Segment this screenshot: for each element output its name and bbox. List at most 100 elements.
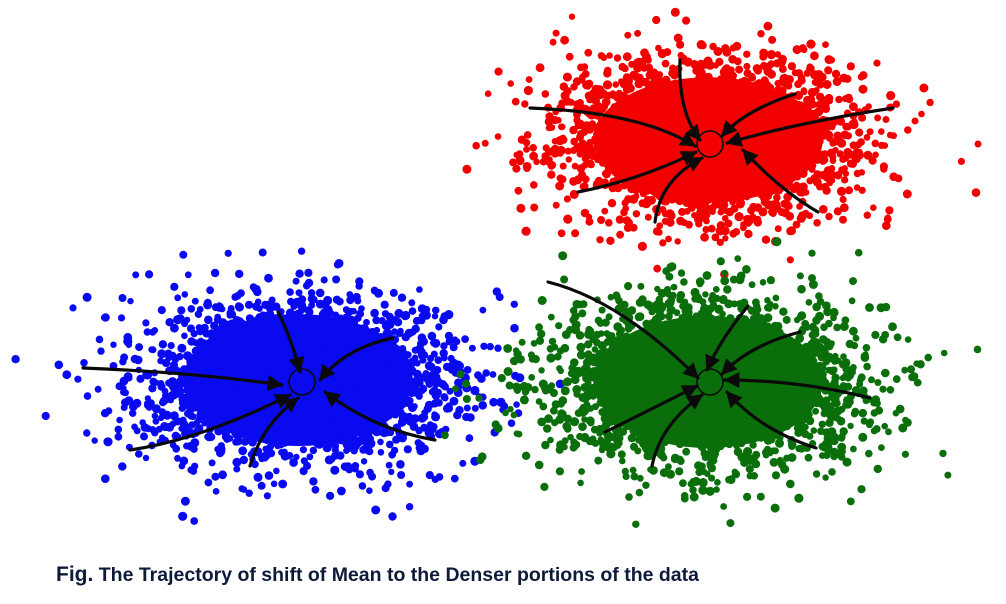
data-point bbox=[253, 472, 263, 482]
data-point bbox=[730, 183, 738, 191]
data-point bbox=[651, 136, 658, 143]
data-point bbox=[510, 300, 518, 308]
data-point bbox=[707, 224, 716, 233]
data-point bbox=[144, 400, 152, 408]
data-point bbox=[434, 388, 442, 397]
data-point bbox=[330, 441, 338, 449]
data-point bbox=[670, 283, 678, 291]
data-point bbox=[41, 411, 50, 421]
data-point bbox=[253, 329, 261, 337]
data-point bbox=[175, 314, 185, 324]
data-point bbox=[142, 454, 150, 462]
data-point bbox=[652, 79, 661, 88]
data-point bbox=[349, 342, 359, 351]
data-point bbox=[550, 144, 560, 154]
data-point bbox=[939, 449, 947, 458]
data-point bbox=[558, 123, 565, 131]
data-point bbox=[405, 416, 413, 424]
data-point bbox=[80, 359, 88, 367]
data-point bbox=[721, 165, 730, 174]
data-point bbox=[800, 88, 808, 96]
data-point bbox=[193, 360, 203, 370]
data-point bbox=[721, 207, 728, 214]
data-point bbox=[550, 116, 560, 125]
data-point bbox=[409, 383, 419, 392]
data-point bbox=[535, 323, 543, 332]
data-point bbox=[398, 417, 407, 427]
data-point bbox=[215, 302, 225, 312]
data-point bbox=[647, 85, 655, 92]
data-point bbox=[342, 341, 352, 351]
data-point bbox=[356, 428, 366, 437]
data-point bbox=[745, 122, 753, 130]
data-point bbox=[802, 189, 810, 196]
data-point bbox=[544, 414, 553, 424]
data-point bbox=[758, 207, 768, 217]
data-point bbox=[306, 453, 314, 461]
data-point bbox=[767, 60, 775, 68]
data-point bbox=[715, 226, 725, 236]
data-point bbox=[786, 145, 796, 155]
data-point bbox=[836, 186, 847, 196]
data-point bbox=[416, 286, 423, 293]
data-point bbox=[783, 119, 791, 127]
data-point bbox=[535, 336, 545, 345]
data-point bbox=[145, 270, 154, 279]
data-point bbox=[734, 212, 744, 222]
data-point bbox=[720, 193, 730, 203]
data-point bbox=[369, 381, 376, 388]
data-point bbox=[462, 395, 471, 403]
data-point bbox=[798, 211, 807, 221]
data-point bbox=[745, 140, 753, 147]
data-point bbox=[512, 164, 521, 173]
data-point bbox=[417, 304, 427, 313]
data-point bbox=[363, 318, 370, 326]
data-point bbox=[264, 471, 274, 480]
data-point bbox=[184, 271, 192, 279]
data-point bbox=[623, 166, 632, 174]
data-point bbox=[849, 102, 858, 111]
data-point bbox=[270, 369, 277, 377]
data-point bbox=[659, 111, 668, 120]
data-point bbox=[297, 433, 306, 442]
data-point bbox=[203, 361, 213, 371]
data-point bbox=[414, 360, 421, 367]
data-point bbox=[114, 425, 123, 434]
data-point bbox=[299, 351, 307, 360]
data-point bbox=[777, 144, 787, 154]
data-point bbox=[419, 356, 427, 364]
data-point bbox=[344, 359, 352, 367]
data-point bbox=[171, 431, 180, 440]
data-point bbox=[188, 421, 196, 429]
data-point bbox=[749, 202, 758, 212]
data-point bbox=[187, 337, 196, 346]
data-point bbox=[226, 312, 234, 319]
data-point bbox=[779, 172, 789, 182]
data-point bbox=[300, 329, 309, 339]
data-point bbox=[514, 186, 523, 195]
data-point bbox=[632, 210, 641, 218]
data-point bbox=[187, 305, 196, 313]
data-point bbox=[579, 73, 586, 81]
data-point bbox=[237, 393, 246, 402]
data-point bbox=[396, 460, 405, 469]
data-point bbox=[794, 80, 802, 89]
data-point bbox=[134, 355, 141, 363]
data-point bbox=[529, 144, 537, 152]
data-point bbox=[224, 249, 232, 257]
data-point bbox=[397, 327, 404, 335]
data-point bbox=[637, 165, 646, 174]
data-point bbox=[803, 69, 811, 77]
data-point bbox=[744, 181, 753, 191]
data-point bbox=[374, 386, 382, 394]
data-point bbox=[181, 332, 188, 340]
data-point bbox=[405, 503, 414, 511]
data-point bbox=[489, 397, 498, 407]
data-point bbox=[169, 420, 177, 428]
data-point bbox=[158, 340, 168, 349]
data-point bbox=[305, 435, 314, 444]
data-point bbox=[576, 150, 584, 158]
data-point bbox=[161, 358, 171, 368]
data-point bbox=[682, 80, 690, 89]
data-point bbox=[272, 302, 281, 311]
